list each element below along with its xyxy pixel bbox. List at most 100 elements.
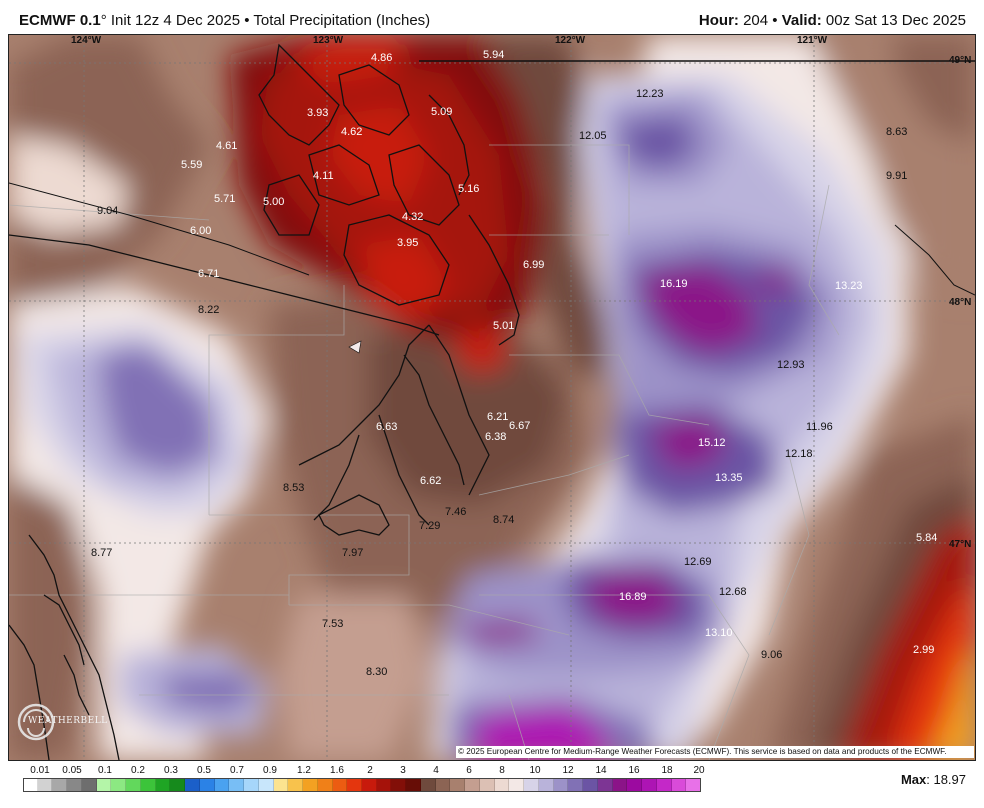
legend-swatch	[332, 778, 348, 791]
valid-label: Valid:	[781, 12, 822, 29]
point-value: 5.01	[493, 320, 514, 332]
legend-swatch	[317, 778, 333, 791]
legend-swatch	[494, 778, 510, 791]
point-value: 9.91	[886, 170, 907, 182]
valid-value: 00z Sat 13 Dec 2025	[821, 12, 966, 29]
legend-swatch	[362, 778, 377, 791]
max-label: Max	[900, 772, 927, 787]
legend-tick-label: 10	[529, 765, 541, 776]
point-value: 16.89	[619, 591, 647, 603]
lon-label: 123°W	[313, 35, 344, 46]
legend-tick-label: 0.01	[30, 765, 50, 776]
legend-swatch	[288, 778, 304, 791]
legend-swatch	[229, 778, 245, 791]
legend-tick-label: 2	[367, 765, 373, 776]
point-value: 13.23	[835, 280, 863, 292]
point-value: 5.71	[214, 193, 235, 205]
max-value: : 18.97	[926, 772, 966, 787]
point-value: 4.11	[313, 170, 334, 182]
legend-swatch	[538, 778, 554, 791]
legend-swatch	[627, 778, 643, 791]
model-name: ECMWF 0.1	[19, 12, 101, 29]
point-value: 8.74	[493, 514, 514, 526]
legend-tick-label: 6	[466, 765, 472, 776]
legend-swatch	[612, 778, 628, 791]
point-value: 16.19	[660, 278, 688, 290]
legend-tick-label: 18	[661, 765, 673, 776]
logo-text: WEATHERBELL	[28, 716, 108, 726]
legend-swatch	[597, 778, 613, 791]
point-value: 12.93	[777, 359, 805, 371]
legend-swatch	[214, 778, 230, 791]
point-value: 2.99	[913, 644, 934, 656]
legend-swatch	[524, 778, 539, 791]
point-value: 8.63	[886, 126, 907, 138]
legend-swatch	[155, 778, 171, 791]
legend-swatch	[376, 778, 392, 791]
east-boundary	[894, 224, 975, 296]
copyright-notice: © 2025 European Centre for Medium-Range …	[456, 746, 974, 758]
legend-tick-label: 14	[595, 765, 607, 776]
coordinate-labels: 124°W 123°W 122°W 121°W 49°N 48°N 47°N	[71, 35, 971, 550]
coastline	[9, 43, 520, 760]
legend-swatch	[126, 778, 141, 791]
point-value: 15.12	[698, 437, 726, 449]
point-value: 5.94	[483, 49, 504, 61]
init-description: Init 12z 4 Dec 2025 • Total Precipitatio…	[106, 12, 431, 29]
point-value: 8.22	[198, 304, 219, 316]
point-value: 8.53	[283, 482, 304, 494]
point-value: 5.84	[916, 532, 937, 544]
legend-swatch	[568, 778, 584, 791]
point-value: 12.05	[579, 130, 607, 142]
legend-swatch	[553, 778, 569, 791]
point-value-labels: 4.86 5.94 12.23 3.93 4.62 5.09 12.05 8.63 4.61 5.…	[91, 49, 937, 678]
lon-label: 121°W	[797, 35, 828, 46]
point-value: 6.99	[523, 259, 544, 271]
legend-swatch	[185, 778, 200, 791]
lat-label: 48°N	[949, 297, 971, 308]
legend-swatch	[435, 778, 451, 791]
legend-tick-label: 0.05	[62, 765, 82, 776]
weatherbell-logo	[14, 702, 98, 742]
header-title: ECMWF 0.1° Init 12z 4 Dec 2025 • Total P…	[19, 12, 430, 29]
point-value: 9.06	[761, 649, 782, 661]
legend-swatch	[450, 778, 466, 791]
point-value: 7.53	[322, 618, 343, 630]
legend-tick-label: 0.7	[230, 765, 244, 776]
legend-swatch	[67, 778, 82, 791]
legend-swatch	[273, 778, 289, 791]
point-value: 12.18	[785, 448, 813, 460]
lat-label: 47°N	[949, 539, 971, 550]
precipitation-map[interactable]: 124°W 123°W 122°W 121°W 49°N 48°N 47°N 4…	[8, 34, 976, 761]
county-lines	[9, 144, 840, 760]
point-value: 3.95	[397, 237, 418, 249]
legend-tick-label: 8	[499, 765, 505, 776]
point-value: 12.23	[636, 88, 664, 100]
point-value: 5.16	[458, 183, 479, 195]
legend-swatch	[656, 778, 672, 791]
legend-tick-label: 16	[628, 765, 640, 776]
legend-swatch	[258, 778, 274, 791]
legend-swatch	[479, 778, 495, 791]
legend-swatch	[244, 778, 259, 791]
small-island	[348, 340, 362, 354]
lat-label: 49°N	[949, 55, 971, 66]
point-value: 3.93	[307, 107, 328, 119]
legend-swatch	[111, 778, 127, 791]
legend-swatch	[420, 778, 436, 791]
legend-frame	[23, 778, 701, 792]
legend-swatch	[642, 778, 657, 791]
legend-tick-label: 0.1	[98, 765, 112, 776]
point-value: 13.35	[715, 472, 743, 484]
point-value: 13.10	[705, 627, 733, 639]
precip-field	[9, 35, 975, 760]
legend-swatch	[52, 778, 68, 791]
point-value: 7.97	[342, 547, 363, 559]
degree-symbol: °	[100, 12, 107, 29]
point-value: 5.09	[431, 106, 452, 118]
hour-value: 204	[738, 12, 769, 29]
legend-swatch	[303, 778, 318, 791]
legend-swatch	[81, 778, 97, 791]
legend-swatch	[583, 778, 598, 791]
point-value: 8.30	[366, 666, 387, 678]
